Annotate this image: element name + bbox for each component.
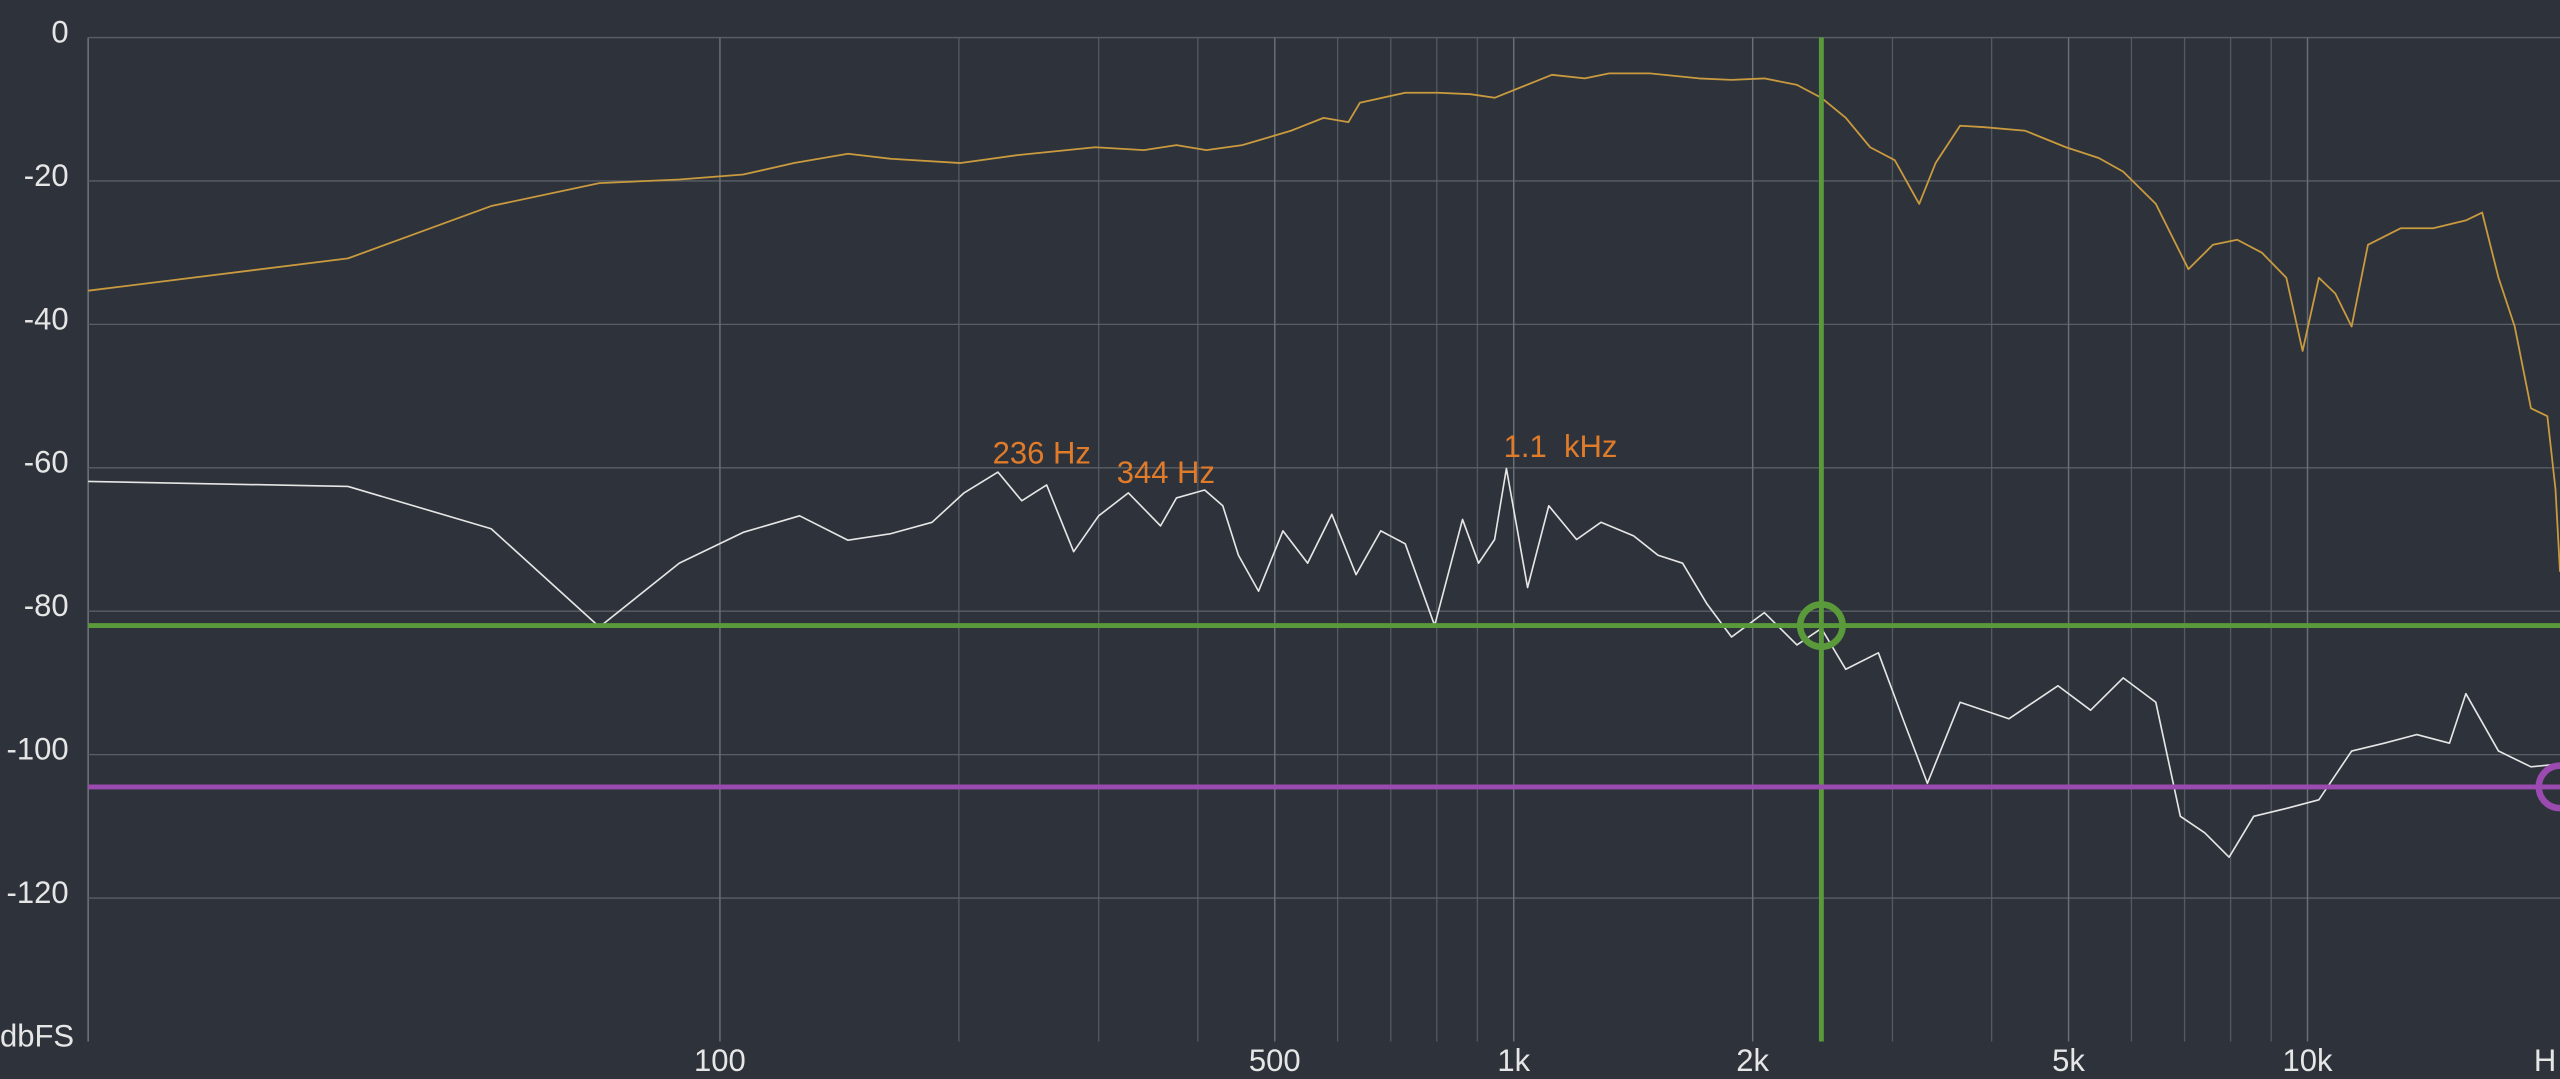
cursor-marker bbox=[1796, 601, 1846, 651]
x-tick-label: 500 bbox=[1249, 1043, 1301, 1078]
x-axis-label: H bbox=[2534, 1043, 2556, 1078]
y-tick-label: -40 bbox=[24, 301, 69, 336]
x-tick-label: 5k bbox=[2052, 1043, 2085, 1078]
peak-annotation: 236 Hz bbox=[993, 436, 1091, 471]
y-axis-label: dbFS bbox=[0, 1018, 74, 1053]
x-tick-label: 1k bbox=[1497, 1043, 1530, 1078]
y-tick-label: -120 bbox=[7, 875, 69, 910]
peak-annotation: 1.1 kHz bbox=[1504, 429, 1618, 464]
x-tick-label: 100 bbox=[694, 1043, 746, 1078]
peak-annotation: 344 Hz bbox=[1117, 455, 1215, 490]
y-tick-label: -60 bbox=[24, 445, 69, 480]
y-tick-label: 0 bbox=[51, 14, 68, 49]
y-tick-label: -80 bbox=[24, 588, 69, 623]
x-tick-label: 2k bbox=[1736, 1043, 1769, 1078]
y-tick-label: -20 bbox=[24, 158, 69, 193]
spectrum-line bbox=[88, 72, 2560, 572]
y-tick-label: -100 bbox=[7, 732, 69, 767]
x-tick-label: 10k bbox=[2283, 1043, 2333, 1078]
spectrum-line bbox=[88, 467, 2560, 858]
cursor-marker bbox=[2535, 762, 2560, 812]
